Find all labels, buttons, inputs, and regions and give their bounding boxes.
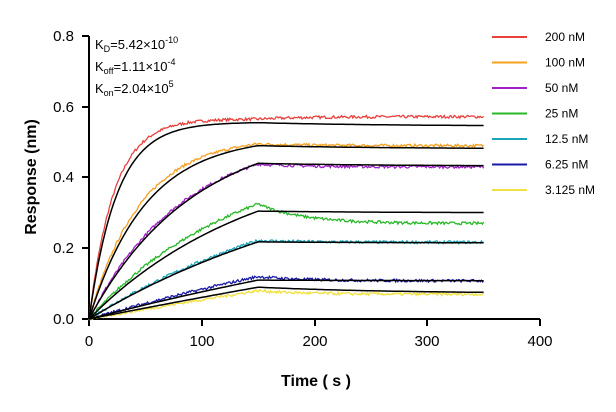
x-tick-label: 100 xyxy=(189,333,214,350)
legend-label: 3.125 nM xyxy=(545,183,595,197)
fit-layer xyxy=(88,121,484,320)
series-line xyxy=(88,288,485,321)
x-tick-label: 300 xyxy=(414,333,439,350)
legend-label: 6.25 nM xyxy=(545,158,588,172)
kinetics-annotation: KD=5.42×10-10 Koff=1.11×10-4 Kon=2.04×10… xyxy=(95,35,178,98)
series-line xyxy=(88,202,485,320)
x-tick-label: 400 xyxy=(527,333,552,350)
legend-label: 50 nM xyxy=(545,81,578,95)
legend: 200 nM 100 nM 50 nM 25 nM 12.5 nM 6.25 nM 3.12… xyxy=(492,30,595,197)
y-ticks: 0.0 0.2 0.4 0.6 0.8 xyxy=(53,28,89,328)
y-tick-label: 0.2 xyxy=(53,240,74,257)
fit-line xyxy=(88,279,484,320)
fit-line xyxy=(88,210,484,320)
kon-text: Kon=2.04×105 xyxy=(95,79,174,98)
legend-label: 12.5 nM xyxy=(545,132,588,146)
x-tick-label: 0 xyxy=(85,333,93,350)
kd-text: KD=5.42×10-10 xyxy=(95,35,178,54)
y-tick-label: 0.0 xyxy=(53,311,74,328)
y-tick-label: 0.8 xyxy=(53,28,74,45)
fit-line xyxy=(88,121,484,320)
x-tick-label: 200 xyxy=(302,333,327,350)
series-line xyxy=(88,275,484,321)
fit-line xyxy=(88,286,484,320)
fit-line xyxy=(88,241,484,320)
koff-text: Koff=1.11×10-4 xyxy=(95,57,176,76)
fit-line xyxy=(88,144,484,320)
y-axis-title: Response (nm) xyxy=(23,119,40,235)
x-axis-title: Time ( s ) xyxy=(281,373,351,390)
series-line xyxy=(88,162,485,320)
series-line xyxy=(88,114,485,321)
legend-label: 200 nM xyxy=(545,30,585,44)
y-tick-label: 0.6 xyxy=(53,99,74,116)
legend-label: 100 nM xyxy=(545,56,585,70)
fit-line xyxy=(88,162,484,320)
y-tick-label: 0.4 xyxy=(53,169,74,186)
x-ticks: 0 100 200 300 400 xyxy=(85,319,553,350)
legend-label: 25 nM xyxy=(545,107,578,121)
series-line xyxy=(88,142,485,319)
